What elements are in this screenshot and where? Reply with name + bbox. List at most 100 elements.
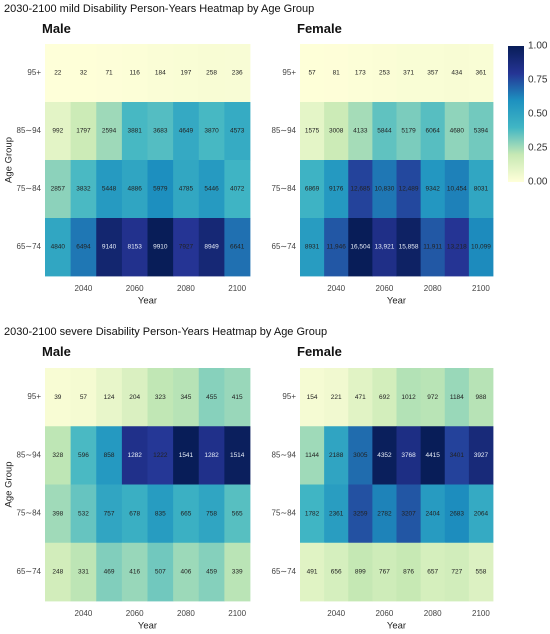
cell-label-mild-female: 13,218 (447, 244, 467, 251)
heatmap-cell-mild-male (121, 102, 148, 161)
heatmap-cell-severe-male (45, 542, 72, 602)
heatmap-cell-severe-male (121, 426, 148, 485)
heatmap-cell-mild-female (396, 102, 422, 161)
heatmap-cell-severe-male (147, 368, 174, 427)
cell-label-severe-male: 416 (129, 569, 140, 576)
cell-label-severe-female: 988 (476, 394, 487, 401)
x-tick-label-severe-male: 2060 (126, 609, 144, 618)
heatmap-cell-mild-female (468, 160, 494, 219)
heatmap-cell-severe-male (121, 484, 148, 544)
heatmap-cell-mild-female (468, 102, 494, 161)
cell-label-mild-male: 4785 (179, 186, 194, 193)
heatmap-cell-severe-male (198, 484, 225, 544)
x-tick-label-mild-male: 2080 (177, 284, 195, 293)
heatmap-cell-mild-male (224, 102, 251, 161)
cell-label-mild-female: 1575 (305, 128, 320, 135)
panel-title-severe-female: Female (297, 344, 342, 359)
cell-label-severe-female: 491 (307, 569, 318, 576)
heatmap-cell-mild-male (224, 44, 251, 103)
heatmap-cell-severe-male (173, 426, 200, 485)
heatmap-cell-mild-male (147, 44, 174, 103)
heatmap-cell-mild-female (420, 102, 446, 161)
cell-label-mild-female: 3008 (329, 128, 344, 135)
heatmap-cell-mild-male (96, 218, 123, 277)
y-tick-label-mild-female: 95+ (282, 68, 296, 77)
cell-label-severe-male: 858 (104, 452, 115, 459)
cell-label-severe-female: 656 (331, 569, 342, 576)
heatmap-cell-mild-female (444, 44, 470, 103)
cell-label-severe-male: 835 (155, 510, 166, 517)
heatmap-cell-mild-male (70, 102, 97, 161)
heatmap-cell-severe-male (96, 368, 123, 427)
y-tick-label-mild-female: 75∼84 (272, 184, 297, 193)
cell-label-mild-male: 5446 (204, 186, 219, 193)
cell-label-severe-male: 331 (78, 569, 89, 576)
heatmap-cell-mild-male (198, 44, 225, 103)
cell-label-severe-male: 398 (52, 510, 63, 517)
heatmap-cell-mild-female (372, 218, 397, 277)
heatmap-cell-severe-female (420, 542, 446, 602)
heatmap-cell-mild-female (372, 102, 397, 161)
cell-label-mild-male: 7927 (179, 244, 194, 251)
cell-label-mild-female: 10,099 (471, 244, 491, 251)
figure-title-severe: 2030-2100 severe Disability Person-Years… (4, 326, 328, 338)
panel-title-mild-female: Female (297, 21, 342, 36)
cell-label-severe-female: 221 (331, 394, 342, 401)
heatmap-cell-severe-male (147, 542, 174, 602)
y-tick-label-mild-female: 85∼94 (272, 126, 297, 135)
heatmap-cell-mild-male (96, 102, 123, 161)
heatmap-cell-mild-male (173, 160, 200, 219)
cell-label-severe-male: 39 (54, 394, 62, 401)
x-tick-label-severe-female: 2080 (424, 609, 442, 618)
heatmap-cell-mild-male (121, 218, 148, 277)
cell-label-severe-female: 2404 (425, 510, 440, 517)
cell-label-mild-male: 3683 (153, 128, 168, 135)
heatmap-cell-mild-female (396, 160, 422, 219)
heatmap-cell-severe-female (396, 368, 422, 427)
x-axis-label-mild-male: Year (138, 296, 157, 307)
cell-label-severe-female: 1144 (305, 452, 319, 459)
cell-label-severe-male: 1222 (153, 452, 168, 459)
cell-label-mild-female: 11,911 (423, 244, 442, 251)
heatmap-cell-mild-male (198, 218, 225, 277)
heatmap-cell-severe-male (45, 426, 72, 485)
cell-label-mild-male: 4840 (51, 244, 66, 251)
cell-label-severe-male: 1282 (127, 452, 142, 459)
cell-label-severe-female: 3207 (401, 510, 416, 517)
colorbar-tick-label: 0.00 (528, 177, 548, 188)
cell-label-mild-male: 5979 (153, 186, 168, 193)
heatmap-cell-severe-female (348, 426, 373, 485)
heatmap-cell-mild-female (300, 160, 325, 219)
x-tick-label-mild-female: 2040 (327, 284, 345, 293)
panel-title-mild-male: Male (42, 21, 71, 36)
x-tick-label-mild-female: 2080 (424, 284, 442, 293)
heatmap-cell-mild-male (121, 160, 148, 219)
x-tick-label-severe-female: 2040 (327, 609, 345, 618)
heatmap-cell-severe-male (224, 426, 251, 485)
heatmap-cell-mild-female (468, 44, 494, 103)
heatmap-cell-severe-male (70, 426, 97, 485)
cell-label-mild-male: 3881 (127, 128, 142, 135)
cell-label-mild-female: 10,454 (447, 186, 467, 193)
cell-label-severe-female: 657 (427, 569, 438, 576)
heatmap-cell-severe-female (300, 484, 325, 544)
cell-label-severe-male: 1282 (204, 452, 219, 459)
cell-label-severe-male: 678 (129, 510, 140, 517)
x-axis-label-mild-female: Year (387, 296, 406, 307)
cell-label-severe-male: 1514 (230, 452, 245, 459)
heatmap-cell-mild-female (300, 102, 325, 161)
y-tick-label-mild-male: 95+ (27, 68, 41, 77)
cell-label-severe-male: 565 (232, 510, 243, 517)
heatmap-cell-mild-female (348, 218, 373, 277)
cell-label-mild-male: 2594 (102, 128, 117, 135)
heatmap-cell-severe-female (348, 542, 373, 602)
cell-label-mild-female: 6869 (305, 186, 320, 193)
cell-label-severe-male: 124 (104, 394, 115, 401)
cell-label-mild-male: 4649 (179, 128, 194, 135)
cell-label-mild-female: 5844 (377, 128, 392, 135)
cell-label-mild-female: 434 (451, 70, 462, 77)
heatmap-cell-severe-male (198, 368, 225, 427)
cell-label-severe-male: 339 (232, 569, 243, 576)
heatmap-cell-mild-female (372, 160, 397, 219)
